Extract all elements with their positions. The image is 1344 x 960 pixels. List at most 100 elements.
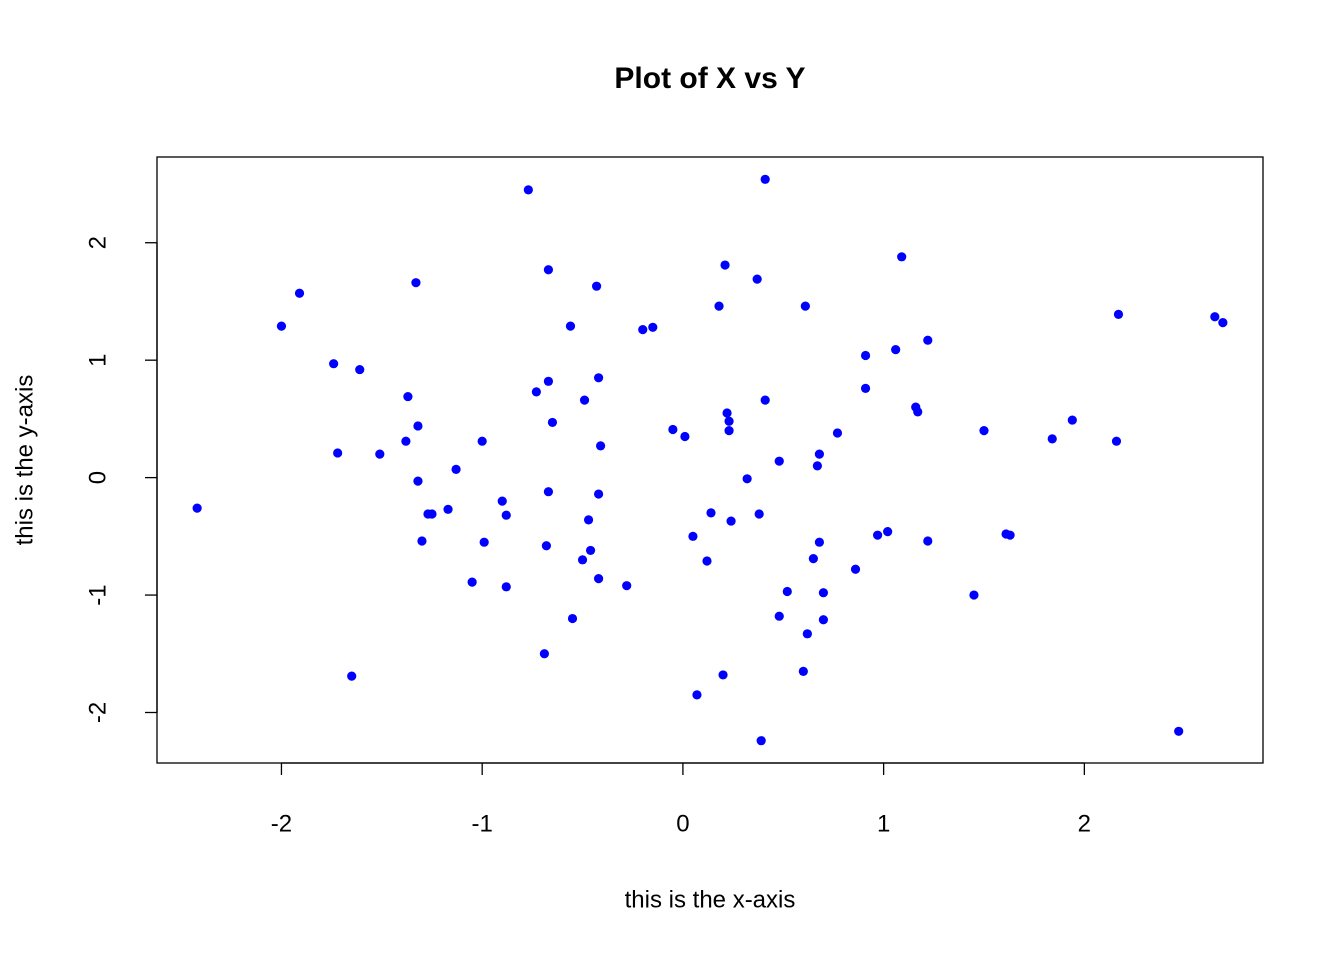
point — [1047, 434, 1057, 444]
point — [724, 426, 734, 436]
point — [702, 556, 712, 566]
point — [832, 428, 843, 438]
point — [680, 431, 690, 442]
point — [800, 301, 810, 311]
point — [668, 424, 678, 435]
point — [1113, 309, 1124, 319]
point — [812, 461, 822, 471]
point — [897, 252, 907, 262]
point — [583, 515, 594, 525]
point — [593, 373, 604, 383]
point — [541, 541, 552, 551]
point — [355, 364, 365, 375]
point — [401, 436, 411, 446]
point — [567, 613, 578, 624]
point — [726, 516, 736, 526]
point — [547, 417, 558, 428]
point — [798, 666, 808, 676]
point — [579, 395, 590, 405]
point — [860, 383, 871, 393]
point — [543, 265, 554, 275]
plot-box — [156, 156, 1264, 764]
point — [411, 278, 421, 288]
point — [774, 456, 784, 466]
point — [814, 537, 824, 547]
point — [413, 421, 423, 431]
point — [467, 577, 477, 587]
x-tick-label: 2 — [1078, 810, 1091, 837]
point — [443, 504, 453, 514]
point — [543, 487, 554, 497]
point — [577, 555, 588, 565]
point — [1111, 436, 1122, 446]
point — [539, 649, 550, 659]
point — [979, 426, 989, 436]
point — [782, 586, 792, 597]
point — [873, 530, 883, 540]
point — [543, 376, 554, 386]
point — [333, 448, 343, 458]
point — [722, 408, 732, 418]
point — [923, 335, 933, 345]
point — [818, 615, 829, 625]
point — [720, 260, 730, 270]
point — [1067, 415, 1077, 425]
y-tick-label: 0 — [84, 471, 111, 484]
point — [860, 350, 871, 361]
y-tick-label: 2 — [84, 236, 111, 249]
point — [714, 301, 724, 311]
point — [883, 527, 893, 537]
point — [1174, 726, 1184, 736]
point — [413, 476, 423, 486]
point — [479, 537, 489, 547]
point — [756, 736, 766, 746]
point — [706, 508, 716, 518]
point — [329, 359, 339, 369]
point — [923, 536, 933, 546]
point — [818, 588, 829, 598]
point — [501, 510, 511, 520]
point — [596, 441, 606, 451]
point — [531, 387, 541, 397]
x-axis-label: this is the x-axis — [625, 886, 796, 913]
point — [850, 564, 861, 574]
x-tick-label: 0 — [676, 810, 689, 837]
x-tick-label: 1 — [877, 810, 890, 837]
point — [688, 531, 698, 541]
point — [742, 474, 752, 484]
point — [497, 496, 507, 506]
x-tick-label: -1 — [472, 810, 493, 837]
y-tick-label: -1 — [84, 584, 111, 605]
point — [403, 391, 413, 402]
point — [192, 503, 202, 513]
point — [1005, 530, 1015, 540]
y-tick-label: 1 — [84, 353, 111, 366]
point — [565, 321, 576, 331]
point — [724, 416, 734, 426]
point — [754, 509, 764, 519]
point — [622, 581, 632, 591]
point — [760, 395, 770, 405]
point — [523, 185, 533, 195]
point — [808, 554, 818, 564]
point — [477, 436, 487, 446]
point — [814, 449, 824, 459]
point — [417, 536, 427, 546]
point — [774, 611, 784, 621]
chart-title: Plot of X vs Y — [614, 62, 805, 95]
point — [891, 345, 901, 355]
point — [451, 464, 461, 474]
point — [1218, 317, 1228, 328]
point — [969, 590, 979, 600]
point — [347, 671, 357, 681]
point — [427, 509, 437, 519]
y-axis-label: this is the y-axis — [11, 375, 38, 546]
point — [718, 670, 728, 680]
point — [593, 489, 604, 499]
point — [375, 449, 385, 459]
point — [591, 281, 602, 291]
point — [501, 582, 511, 592]
y-tick-label: -2 — [84, 702, 111, 723]
x-tick-label: -2 — [271, 810, 292, 837]
